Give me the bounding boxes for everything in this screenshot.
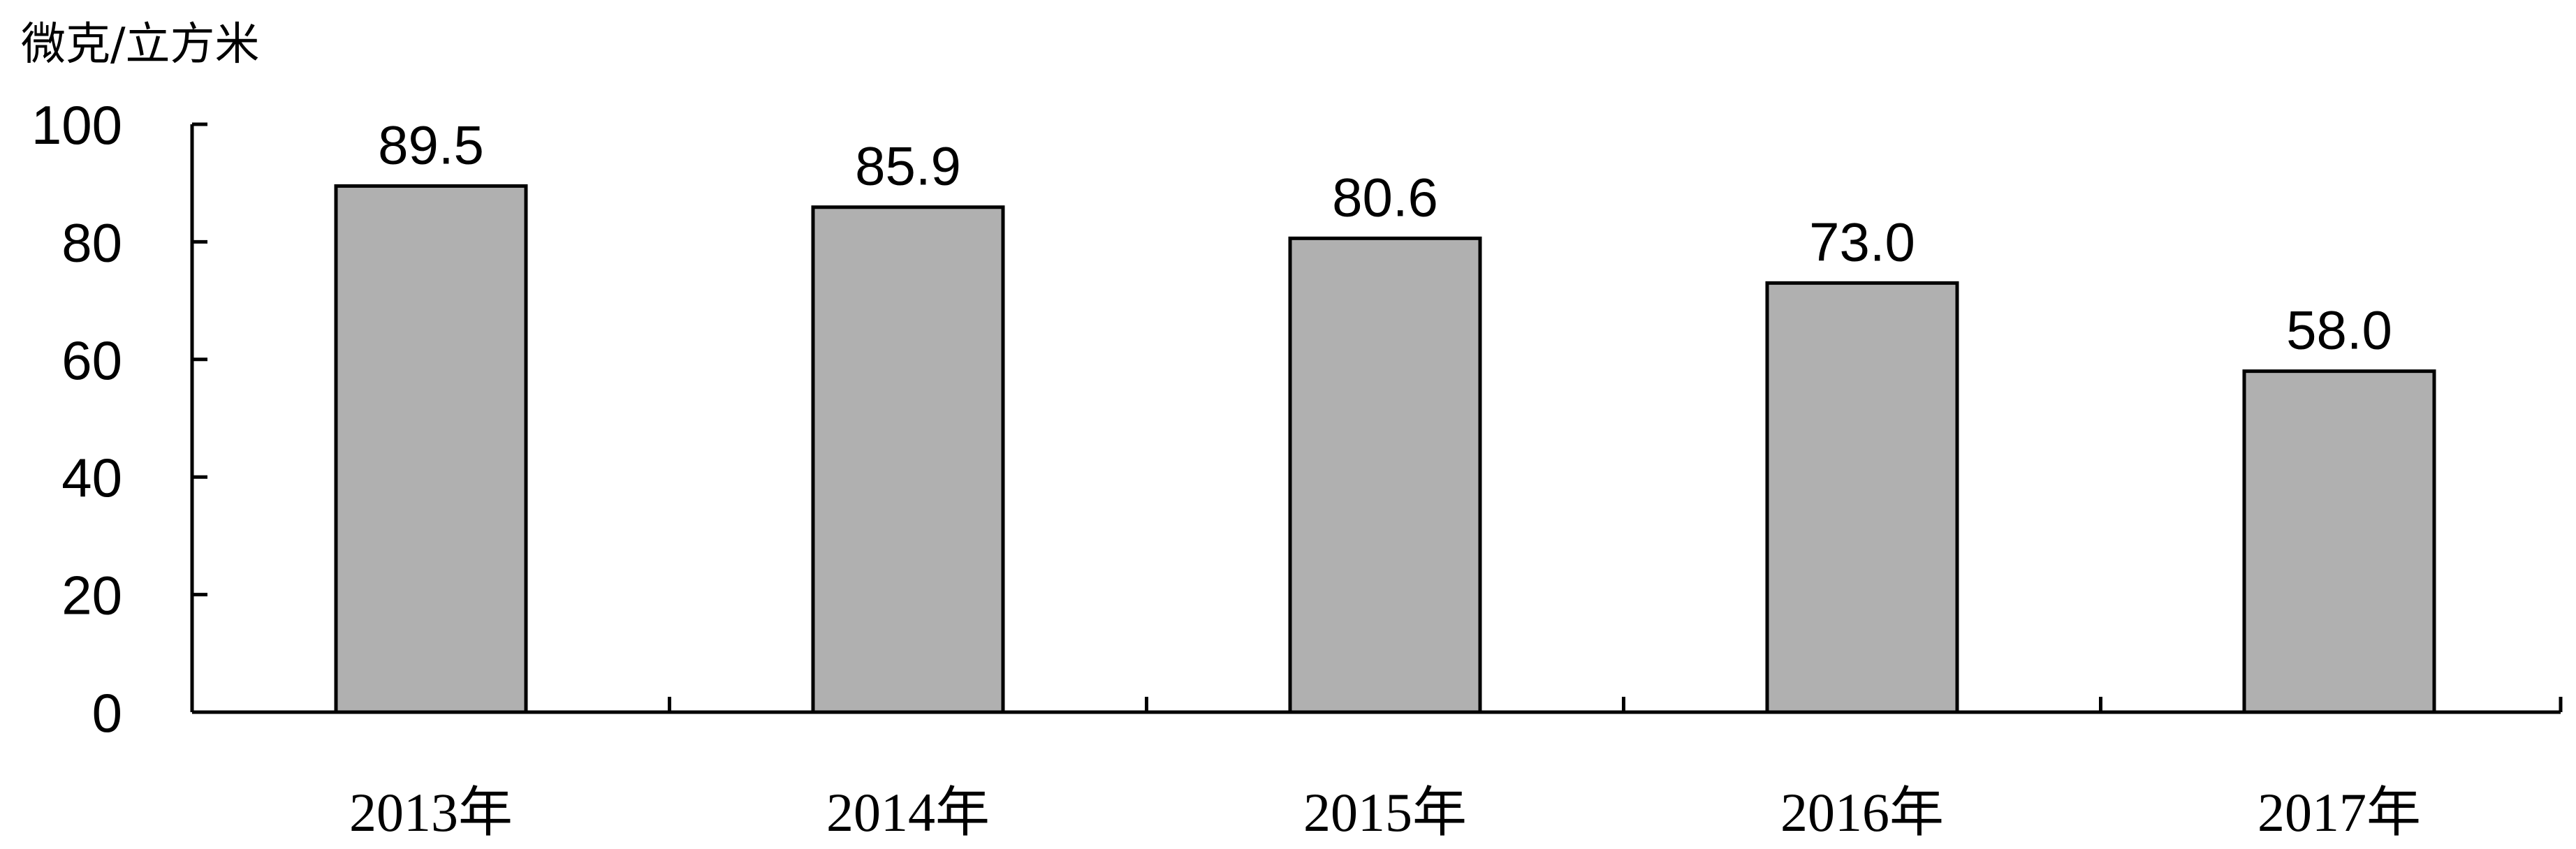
bar-value-label: 80.6 — [1332, 166, 1438, 228]
bar — [334, 184, 528, 714]
x-tick-label: 2015年 — [1303, 782, 1467, 843]
bar-value-label: 58.0 — [2286, 300, 2392, 361]
y-tick-label: 20 — [61, 565, 122, 626]
y-tick-label: 80 — [61, 212, 122, 273]
y-axis-unit-label: 微克/立方米 — [21, 19, 260, 71]
bar-value-label: 85.9 — [855, 135, 961, 197]
x-tick-label: 2014年 — [826, 782, 990, 843]
bar — [2242, 369, 2436, 714]
x-tick-label: 2013年 — [349, 782, 513, 843]
bar-value-label: 89.5 — [378, 114, 484, 175]
data-labels-group: 89.5 85.9 80.6 73.0 58.0 — [378, 114, 2392, 360]
bar — [1765, 281, 1959, 714]
y-tick-label: 100 — [31, 94, 122, 156]
bar-value-label: 73.0 — [1809, 211, 1915, 272]
y-tick-label: 40 — [61, 447, 122, 508]
y-axis: 0 20 40 60 80 100 — [31, 94, 207, 744]
y-tick-label: 0 — [92, 682, 122, 744]
bar — [1288, 236, 1482, 714]
x-axis: 2013年 2014年 2015年 2016年 2017年 — [192, 697, 2563, 843]
y-tick-label: 60 — [61, 330, 122, 391]
bar — [811, 205, 1005, 714]
x-tick-label: 2017年 — [2257, 782, 2421, 843]
x-tick-label: 2016年 — [1780, 782, 1944, 843]
bars-group — [334, 184, 2436, 714]
